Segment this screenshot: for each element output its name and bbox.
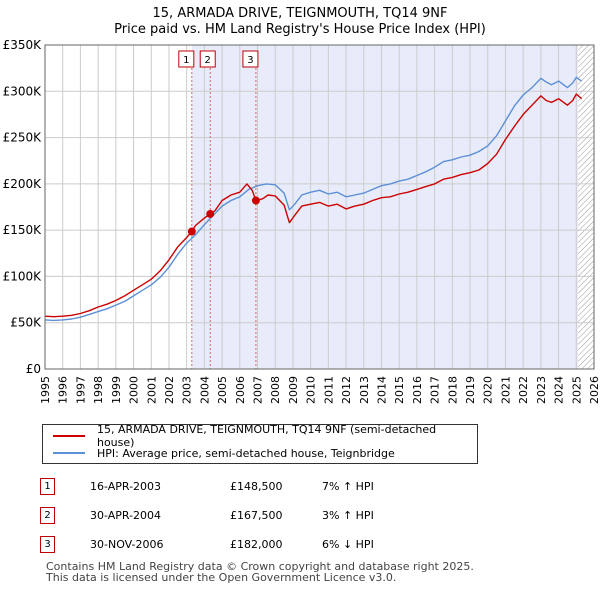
plot-border [44,44,595,370]
x-tick-label: 2000 [128,376,141,404]
transaction-hpi-diff: 7% ↑ HPI [322,480,374,493]
sale-label: 1 [183,55,189,66]
x-tick-label: 2002 [163,376,176,404]
legend-swatch-property [53,435,85,437]
transactions-table: 1 16-APR-2003 £148,500 7% ↑ HPI 2 30-APR… [40,472,374,559]
x-tick-label: 2017 [429,376,442,404]
x-tick-label: 2005 [216,376,229,404]
y-tick-label: £250K [3,131,43,145]
y-tick-label: £150K [3,223,43,237]
x-tick-label: 2020 [482,376,495,404]
y-tick-label: £350K [3,38,43,52]
transaction-hpi-diff: 6% ↓ HPI [322,538,374,551]
hpi-series-line [44,76,583,322]
forecast-hatch [578,45,594,369]
footer: Contains HM Land Registry data © Crown c… [46,561,474,583]
chart-title-line2: Price paid vs. HM Land Registry's House … [114,22,486,37]
x-tick-label: 2011 [322,376,335,404]
x-tick-label: 1998 [92,376,105,404]
x-tick-label: 2014 [375,376,388,404]
x-tick-label: 1995 [39,376,52,404]
x-tick-label: 2009 [287,376,300,404]
x-tick-label: 1997 [74,376,87,404]
price-chart: £0 £50K £100K £150K £200K £250K £300K £350K 1995… [3,38,600,404]
chart-title-line1: 15, ARMADA DRIVE, TEIGNMOUTH, TQ14 9NF [152,6,448,21]
y-tick-label: £50K [10,316,42,330]
sale-point [187,227,196,236]
transaction-number: 2 [40,507,55,524]
legend-label-property: 15, ARMADA DRIVE, TEIGNMOUTH, TQ14 9NF (… [96,423,437,449]
x-tick-label: 2022 [517,376,530,404]
x-tick-label: 2016 [411,376,424,404]
transaction-number: 3 [40,536,55,553]
x-tick-label: 2010 [305,376,318,404]
x-tick-label: 2001 [145,376,158,404]
property-series-line [44,93,583,318]
transaction-number: 1 [40,478,55,495]
transaction-date: 30-NOV-2006 [90,538,164,551]
x-tick-label: 2019 [464,376,477,404]
legend-item-hpi: HPI: Average price, semi-detached house,… [53,445,395,461]
x-tick-label: 2012 [340,376,353,404]
table-row: 2 30-APR-2004 £167,500 3% ↑ HPI [40,501,374,530]
x-tick-label: 1999 [110,376,123,404]
footer-licence: This data is licensed under the Open Gov… [46,571,397,584]
transaction-date: 16-APR-2003 [90,480,162,493]
y-tick-label: £100K [3,269,43,283]
transaction-price: £148,500 [230,480,283,493]
legend-item-property: 15, ARMADA DRIVE, TEIGNMOUTH, TQ14 9NF (… [53,423,477,449]
x-tick-label: 2026 [588,376,600,404]
transaction-price: £182,000 [230,538,283,551]
table-row: 3 30-NOV-2006 £182,000 6% ↓ HPI [40,530,374,559]
footer-copyright: Contains HM Land Registry data © Crown c… [46,560,474,573]
sale-label: 2 [205,55,211,66]
y-tick-label: £300K [3,84,43,98]
chart-legend: 15, ARMADA DRIVE, TEIGNMOUTH, TQ14 9NF (… [42,423,478,464]
transaction-date: 30-APR-2004 [90,509,162,522]
y-tick-label: £0 [26,362,41,376]
x-tick-label: 2008 [269,376,282,404]
sale-point [251,196,260,205]
transaction-hpi-diff: 3% ↑ HPI [322,509,374,522]
x-tick-label: 1996 [57,376,70,404]
x-tick-label: 2015 [393,376,406,404]
legend-swatch-hpi [53,452,85,454]
x-tick-label: 2021 [499,376,512,404]
post-sale-shading [191,45,579,369]
x-tick-label: 2023 [535,376,548,404]
sale-label-box [199,50,216,68]
x-tick-label: 2004 [198,376,211,404]
sale-point [206,209,215,218]
sale-label-box [242,50,259,68]
sale-label-box [178,50,195,68]
x-tick-label: 2006 [234,376,247,404]
x-tick-label: 2007 [252,376,265,404]
legend-label-hpi: HPI: Average price, semi-detached house,… [97,446,395,460]
x-tick-label: 2024 [553,376,566,404]
y-tick-label: £200K [3,177,43,191]
table-row: 1 16-APR-2003 £148,500 7% ↑ HPI [40,472,374,501]
x-tick-label: 2013 [358,376,371,404]
x-tick-label: 2018 [446,376,459,404]
transaction-price: £167,500 [230,509,283,522]
x-tick-label: 2025 [570,376,583,404]
x-tick-label: 2003 [181,376,194,404]
sale-label: 3 [247,55,253,66]
